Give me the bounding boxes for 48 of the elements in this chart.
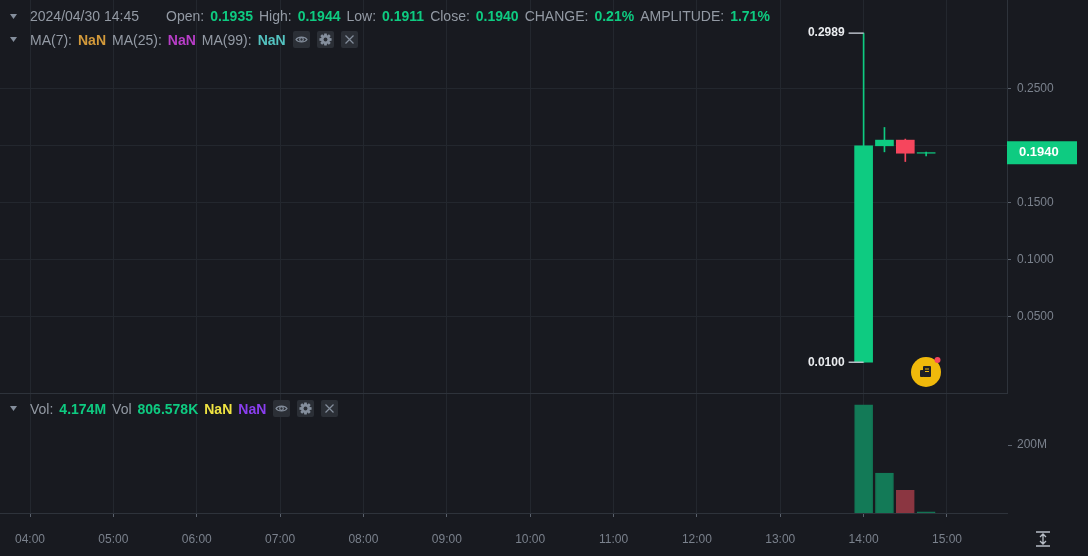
annotation: Low:	[346, 8, 377, 24]
annotation: 0.1940	[475, 8, 519, 24]
annotation: Open:	[166, 8, 205, 24]
annotation: NaN	[204, 400, 233, 417]
x-tick-label: 08:00	[348, 531, 379, 546]
x-tick-label: 04:00	[14, 531, 46, 546]
annotation: CHANGE:	[524, 8, 589, 24]
y-tick-label: 0.0500	[1017, 308, 1055, 323]
text: 200M	[1017, 437, 1048, 452]
x-tick-label: 13:00	[765, 531, 796, 546]
annotation: 4.174M	[59, 400, 107, 417]
x-tick-label: 07:00	[265, 531, 296, 546]
x-tick-label: 06:00	[181, 531, 213, 546]
annotation: Vol:	[30, 400, 54, 417]
bar	[854, 404, 873, 513]
x-tick-label: 12:00	[681, 531, 713, 546]
y-tick-label: 0.2500	[1017, 81, 1055, 96]
annotation: MA(99):	[201, 31, 252, 48]
annotation: NaN	[78, 31, 107, 48]
y-tick-label: 0.1500	[1017, 195, 1055, 210]
annotation: 0.1935	[210, 8, 253, 24]
annotation: 0.1911	[382, 8, 425, 24]
annotation: AMPLITUDE:	[640, 8, 725, 24]
annotation: Close:	[430, 8, 470, 24]
annotation: MA(25):	[112, 31, 162, 48]
annotation: 0.21%	[594, 8, 635, 24]
x-tick-label: 09:00	[431, 531, 463, 546]
annotation: 0.2989	[807, 25, 845, 40]
annotation: 2024/04/30 14:45	[30, 8, 139, 24]
x-tick-label: 14:00	[848, 531, 879, 546]
x-tick-label: 10:00	[515, 531, 546, 546]
annotation: 1.71%	[730, 8, 770, 24]
annotation: MA(7):	[30, 31, 72, 48]
annotation: 0.1944	[297, 8, 341, 24]
x-tick-label: 15:00	[931, 531, 963, 546]
bar	[895, 489, 915, 513]
text: 0.1940	[1019, 144, 1059, 160]
annotation: High:	[258, 8, 292, 24]
x-tick-label: 11:00	[598, 531, 629, 546]
annotation: 806.578K	[137, 400, 199, 417]
annotation: NaN	[167, 31, 196, 48]
annotation: NaN	[238, 400, 267, 417]
annotation: NaN	[257, 31, 286, 48]
annotation: Vol	[112, 400, 132, 417]
annotation: 0.0100	[807, 354, 845, 369]
x-tick-label: 05:00	[98, 531, 129, 546]
bar	[875, 472, 894, 513]
y-tick-label: 0.1000	[1017, 252, 1055, 267]
